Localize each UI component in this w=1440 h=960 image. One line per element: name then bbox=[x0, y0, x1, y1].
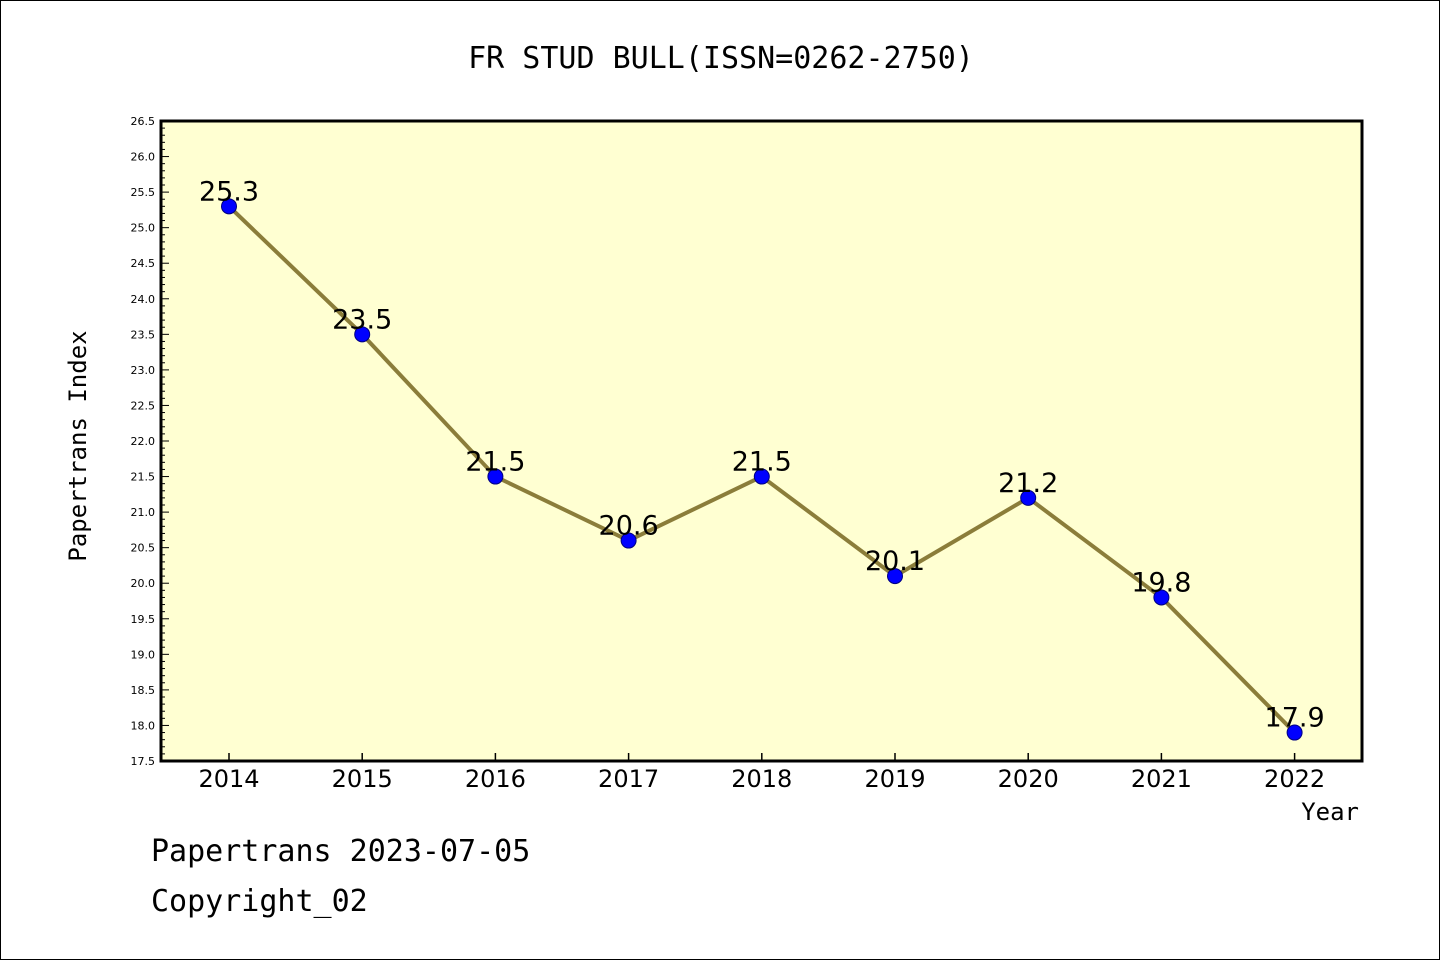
data-point bbox=[221, 198, 237, 215]
data-label-layer: 25.3 23.5 21.5 20.6 21.5 20.1 21.2 19.8 17.9 bbox=[199, 176, 1325, 733]
chart-title: FR STUD BULL(ISSN=0262-2750) bbox=[468, 41, 974, 76]
y-tick-label: 18.5 bbox=[131, 684, 156, 697]
data-label: 23.5 bbox=[332, 304, 392, 335]
data-label: 21.2 bbox=[998, 468, 1058, 499]
y-tick-label: 26.0 bbox=[131, 151, 156, 164]
source-note: Papertrans 2023-07-05 bbox=[151, 834, 531, 869]
data-label: 20.6 bbox=[599, 511, 659, 542]
x-tick-label: 2021 bbox=[1131, 765, 1192, 793]
data-point bbox=[1153, 589, 1170, 606]
data-point bbox=[1020, 489, 1037, 506]
y-tick-label: 24.0 bbox=[131, 293, 156, 306]
data-label: 17.9 bbox=[1265, 703, 1325, 734]
y-tick-label: 22.5 bbox=[131, 399, 156, 412]
y-tick-label: 25.0 bbox=[131, 222, 156, 235]
data-point bbox=[887, 568, 903, 585]
series-layer bbox=[221, 198, 1303, 741]
data-point bbox=[753, 468, 770, 485]
x-axis: 2014 2015 2016 2017 2018 2019 2020 2021 2022 bbox=[198, 753, 1325, 793]
x-tick-label: 2015 bbox=[332, 765, 393, 793]
data-point bbox=[620, 532, 637, 549]
y-tick-label: 26.5 bbox=[131, 115, 156, 128]
data-point bbox=[487, 468, 504, 485]
y-axis-title: Papertrans Index bbox=[64, 330, 92, 561]
y-tick-label: 19.5 bbox=[131, 613, 156, 626]
x-tick-label: 2017 bbox=[598, 765, 659, 793]
y-tick-label: 18.0 bbox=[131, 719, 156, 732]
y-tick-label: 24.5 bbox=[131, 257, 156, 270]
y-tick-label: 22.0 bbox=[131, 435, 156, 448]
data-label: 20.1 bbox=[865, 546, 925, 577]
data-point bbox=[1286, 724, 1303, 741]
y-tick-label: 23.5 bbox=[131, 328, 156, 341]
y-tick-label: 20.0 bbox=[131, 577, 156, 590]
y-tick-label: 21.0 bbox=[131, 506, 156, 519]
y-tick-label: 23.0 bbox=[131, 364, 156, 377]
y-tick-label: 21.5 bbox=[131, 471, 156, 484]
y-tick-label: 20.5 bbox=[131, 542, 156, 555]
x-axis-title: Year bbox=[1301, 798, 1359, 826]
x-tick-label: 2018 bbox=[731, 765, 792, 793]
y-tick-label: 25.5 bbox=[131, 186, 156, 199]
x-tick-label: 2020 bbox=[998, 765, 1059, 793]
data-point bbox=[354, 326, 371, 343]
y-axis: 17.5 18.0 18.5 19.0 19.5 20.0 20.5 21.0 21.5 22.0… bbox=[131, 115, 169, 768]
x-tick-label: 2019 bbox=[864, 765, 925, 793]
data-label: 19.8 bbox=[1131, 567, 1191, 598]
x-tick-label: 2014 bbox=[198, 765, 259, 793]
plot-area bbox=[159, 119, 1364, 763]
copyright-note: Copyright_02 bbox=[151, 884, 368, 919]
y-tick-label: 19.0 bbox=[131, 648, 156, 661]
x-tick-label: 2022 bbox=[1264, 765, 1325, 793]
x-tick-label: 2016 bbox=[465, 765, 526, 793]
data-label: 25.3 bbox=[199, 176, 259, 207]
y-tick-label: 17.5 bbox=[131, 755, 156, 768]
data-label: 21.5 bbox=[732, 447, 792, 478]
data-label: 21.5 bbox=[465, 447, 525, 478]
